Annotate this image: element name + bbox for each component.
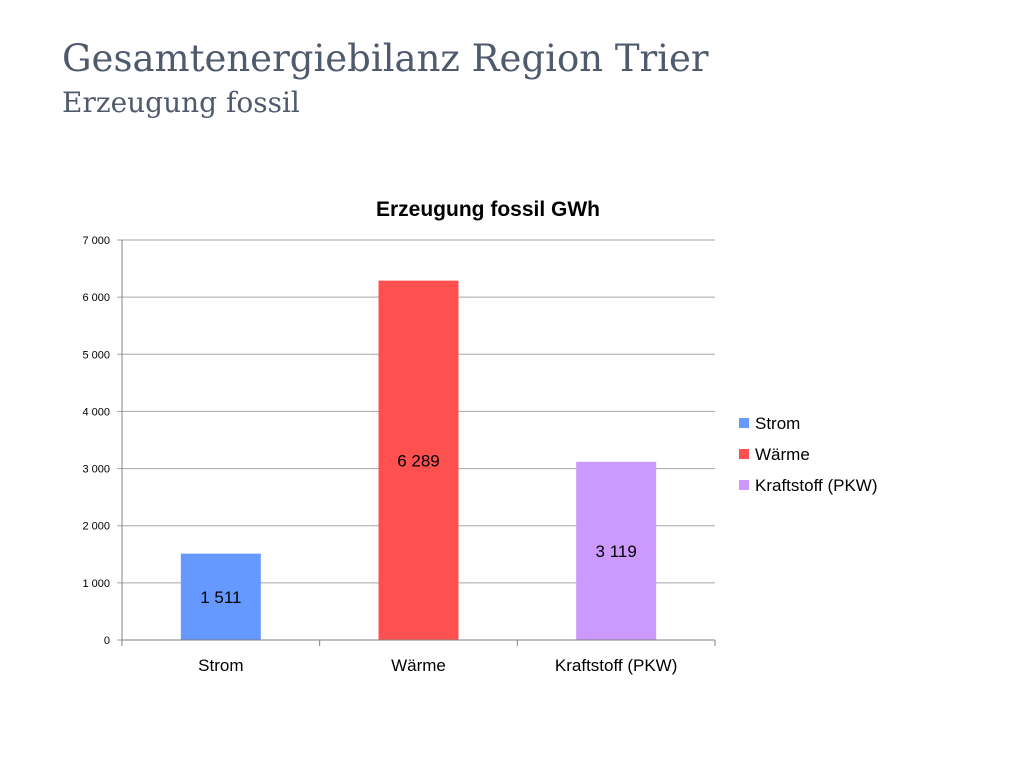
y-tick-label: 4 000 [82, 406, 110, 418]
y-tick-label: 2 000 [82, 521, 110, 533]
legend-label: Strom [755, 414, 800, 433]
data-label: 6 289 [397, 451, 440, 470]
bar [576, 461, 657, 640]
y-tick-label: 6 000 [82, 292, 110, 304]
y-tick-label: 7 000 [82, 235, 110, 247]
bar [378, 280, 459, 640]
y-tick-label: 1 000 [82, 578, 110, 590]
bar [180, 553, 261, 640]
chart-title: Erzeugung fossil GWh [376, 198, 600, 221]
data-label: 1 511 [200, 588, 241, 607]
y-tick-label: 3 000 [82, 464, 110, 476]
y-axis: 0 1 000 2 000 3 000 4 000 5 000 6 000 7 000 [82, 235, 123, 647]
y-tick-label: 5 000 [82, 349, 110, 361]
x-tick-label: Strom [198, 656, 243, 675]
slide-title: Gesamtenergiebilanz Region Trier [62, 37, 709, 80]
data-label: 3 119 [596, 542, 637, 561]
bars: 1 511 6 289 3 119 [180, 280, 657, 640]
y-tick-label: 0 [104, 635, 110, 647]
x-tick-label: Kraftstoff (PKW) [555, 656, 678, 675]
legend-swatch [739, 480, 749, 490]
legend-label: Kraftstoff (PKW) [755, 476, 878, 495]
x-axis: Strom Wärme Kraftstoff (PKW) [121, 639, 716, 675]
legend-swatch [739, 418, 749, 428]
legend-label: Wärme [755, 445, 810, 464]
legend-swatch [739, 449, 749, 459]
slide-subtitle: Erzeugung fossil [62, 86, 300, 119]
legend: Strom Wärme Kraftstoff (PKW) [739, 414, 878, 495]
x-tick-label: Wärme [391, 656, 446, 675]
